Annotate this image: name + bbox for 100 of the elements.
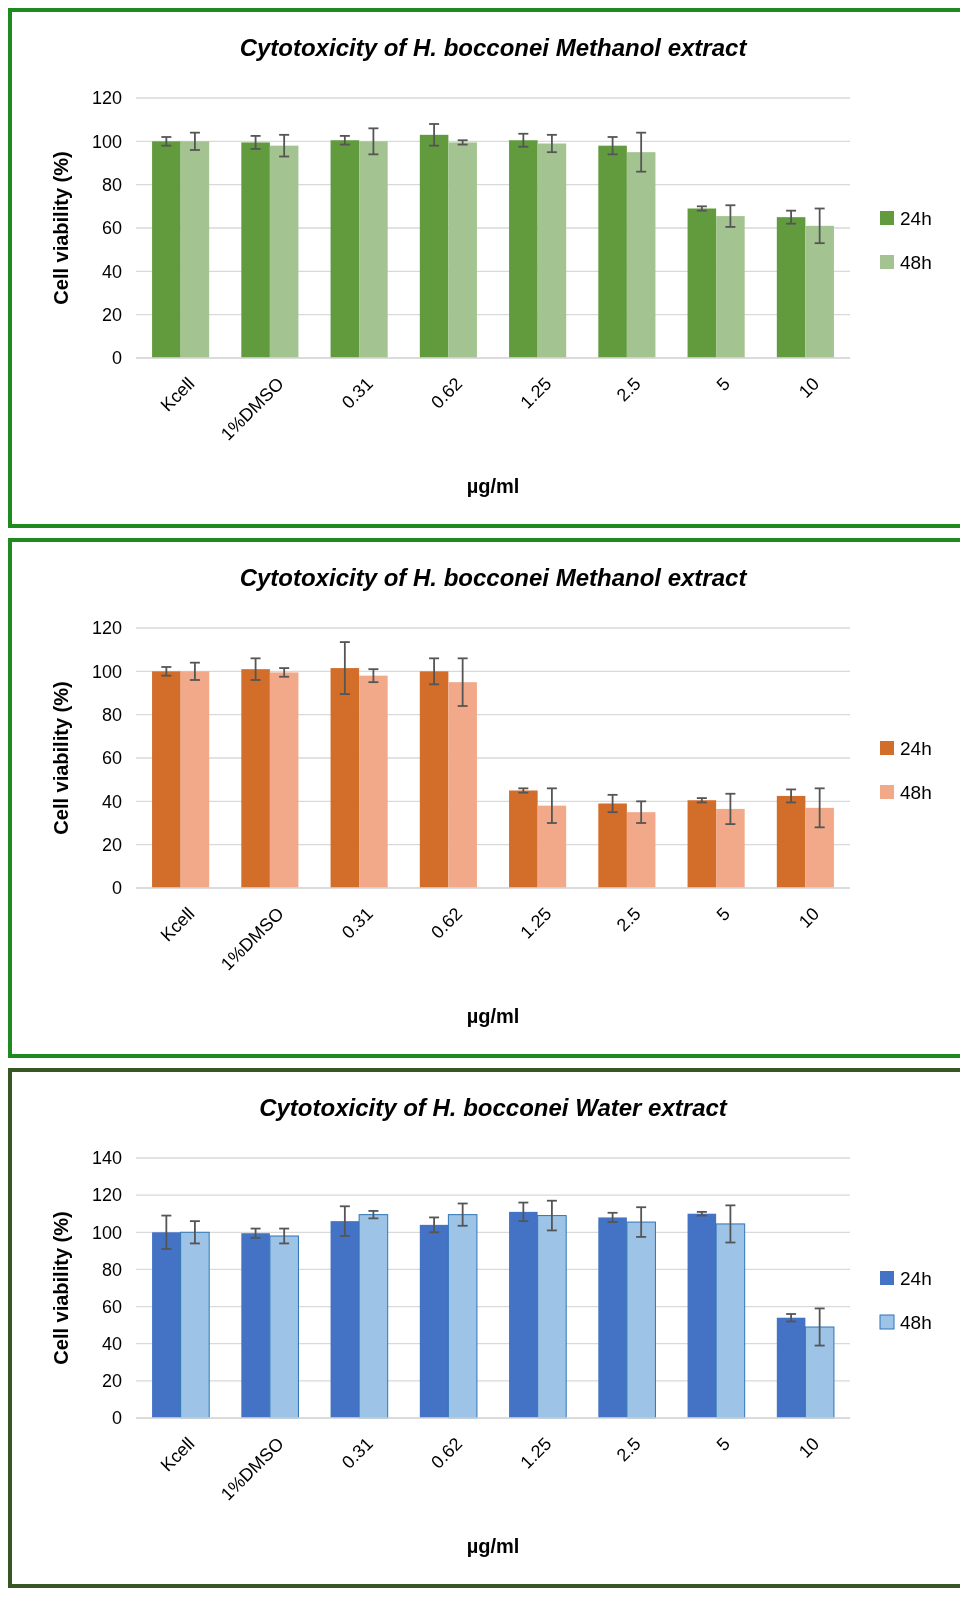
y-tick-label: 60 bbox=[101, 748, 122, 769]
x-tick-label: 0.31 bbox=[337, 903, 377, 943]
bar bbox=[626, 812, 656, 888]
legend-label: 48h bbox=[900, 781, 932, 803]
bar bbox=[152, 671, 181, 888]
y-tick-label: 0 bbox=[111, 878, 122, 899]
y-tick-label: 20 bbox=[101, 1371, 122, 1392]
bar bbox=[776, 217, 806, 358]
bar bbox=[269, 1235, 299, 1419]
bar bbox=[241, 142, 270, 358]
x-tick-label: 2.5 bbox=[612, 373, 645, 406]
bar bbox=[626, 152, 656, 358]
bar bbox=[687, 1213, 717, 1418]
bar bbox=[776, 795, 806, 888]
bar bbox=[152, 1232, 181, 1418]
bar bbox=[152, 141, 181, 358]
y-tick-label: 120 bbox=[91, 618, 122, 639]
bar bbox=[447, 1214, 478, 1419]
y-tick-label: 0 bbox=[111, 348, 122, 369]
y-tick-label: 20 bbox=[101, 304, 122, 325]
bar bbox=[269, 672, 299, 888]
x-tick-label: 5 bbox=[712, 1433, 734, 1455]
x-axis-title: µg/ml bbox=[466, 1535, 520, 1557]
bar bbox=[419, 1224, 449, 1418]
y-tick-label: 140 bbox=[91, 1148, 122, 1169]
bar bbox=[330, 1221, 360, 1418]
bar bbox=[716, 808, 745, 888]
y-tick-label: 40 bbox=[101, 1334, 122, 1355]
x-tick-label: 5 bbox=[712, 903, 734, 925]
y-axis-title: Cell viability (%) bbox=[50, 1211, 72, 1365]
x-tick-label: 0.62 bbox=[427, 903, 467, 943]
y-tick-label: 80 bbox=[101, 704, 122, 725]
y-axis-title: Cell viability (%) bbox=[50, 151, 72, 305]
bar bbox=[715, 1223, 746, 1419]
chart-title: Cytotoxicity of H. bocconei Methanol extract bbox=[239, 34, 748, 61]
bar bbox=[180, 671, 210, 888]
bar bbox=[269, 145, 299, 358]
x-tick-label: 10 bbox=[794, 903, 824, 932]
x-tick-label: 2.5 bbox=[612, 1433, 645, 1466]
y-tick-label: 100 bbox=[91, 661, 122, 682]
y-tick-label: 40 bbox=[101, 261, 122, 282]
x-tick-label: 0.62 bbox=[427, 373, 467, 413]
chart-title: Cytotoxicity of H. bocconei Methanol extract bbox=[239, 564, 748, 591]
bar bbox=[598, 1217, 627, 1418]
bar bbox=[776, 1317, 806, 1418]
y-tick-label: 100 bbox=[91, 1222, 122, 1243]
bar bbox=[805, 807, 834, 888]
y-tick-label: 40 bbox=[101, 791, 122, 812]
bar bbox=[448, 682, 477, 888]
bar bbox=[358, 1214, 389, 1419]
x-tick-label: 0.31 bbox=[337, 1433, 377, 1473]
bar bbox=[330, 140, 360, 358]
y-tick-label: 100 bbox=[91, 131, 122, 152]
chart-title: Cytotoxicity of H. bocconei Water extract bbox=[259, 1094, 728, 1121]
bar bbox=[687, 208, 717, 358]
bar bbox=[716, 216, 745, 358]
bar bbox=[419, 671, 449, 888]
bar bbox=[180, 1231, 210, 1419]
x-tick-label: 0.31 bbox=[337, 373, 377, 413]
legend-label: 48h bbox=[900, 251, 932, 273]
x-axis-title: µg/ml bbox=[466, 475, 520, 497]
bar bbox=[537, 143, 567, 358]
bar bbox=[448, 142, 477, 358]
bar bbox=[537, 805, 567, 888]
bar bbox=[598, 145, 627, 358]
x-tick-label: 10 bbox=[794, 373, 824, 402]
bar bbox=[509, 140, 538, 358]
bar bbox=[804, 1326, 835, 1419]
bar bbox=[805, 225, 834, 358]
bar bbox=[626, 1221, 656, 1419]
y-tick-label: 0 bbox=[111, 1408, 122, 1429]
x-tick-label: 5 bbox=[712, 373, 734, 395]
bar bbox=[180, 141, 210, 358]
x-tick-label: 0.62 bbox=[427, 1433, 467, 1473]
bar bbox=[509, 790, 538, 888]
bar bbox=[419, 134, 449, 358]
bar bbox=[359, 141, 388, 358]
y-tick-label: 120 bbox=[91, 88, 122, 109]
x-tick-label: 2.5 bbox=[612, 903, 645, 936]
y-tick-label: 60 bbox=[101, 1296, 122, 1317]
y-axis-title: Cell viability (%) bbox=[50, 681, 72, 835]
legend-label: 24h bbox=[900, 1267, 932, 1289]
bar bbox=[687, 800, 717, 888]
legend-label: 24h bbox=[900, 737, 932, 759]
y-tick-label: 120 bbox=[91, 1185, 122, 1206]
legend-label: 24h bbox=[900, 207, 932, 229]
y-tick-label: 60 bbox=[101, 218, 122, 239]
bar bbox=[359, 675, 388, 888]
bar bbox=[537, 1215, 567, 1419]
bar bbox=[241, 1233, 270, 1418]
bar bbox=[330, 668, 360, 888]
legend-label: 48h bbox=[900, 1311, 932, 1333]
y-tick-label: 80 bbox=[101, 174, 122, 195]
x-tick-label: 10 bbox=[794, 1433, 824, 1462]
bar bbox=[598, 803, 627, 888]
y-tick-label: 20 bbox=[101, 834, 122, 855]
x-axis-title: µg/ml bbox=[466, 1005, 520, 1027]
bar bbox=[241, 669, 270, 888]
bar bbox=[509, 1211, 538, 1418]
y-tick-label: 80 bbox=[101, 1259, 122, 1280]
